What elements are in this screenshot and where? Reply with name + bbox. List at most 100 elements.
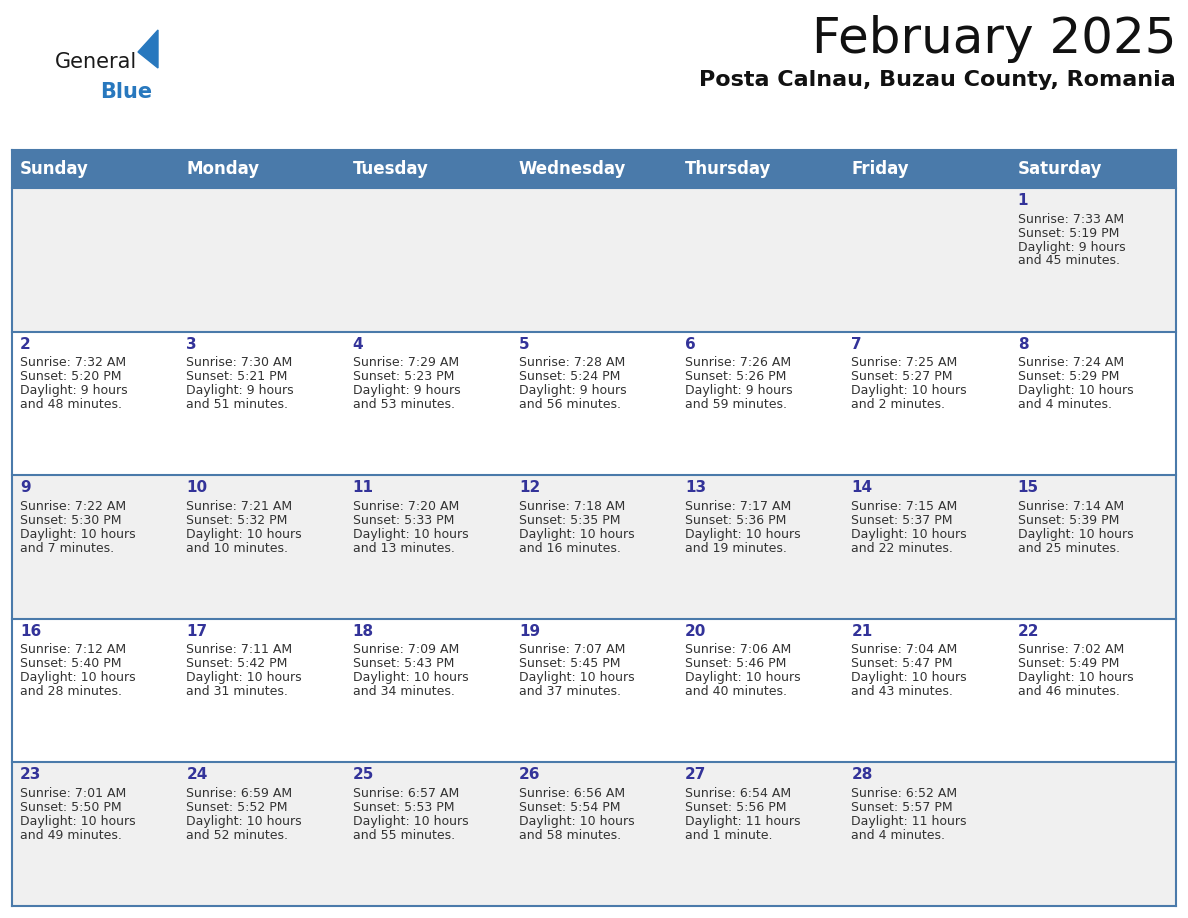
Text: Sunset: 5:26 PM: Sunset: 5:26 PM — [685, 370, 786, 383]
Text: Daylight: 10 hours: Daylight: 10 hours — [353, 671, 468, 684]
Text: and 46 minutes.: and 46 minutes. — [1018, 685, 1119, 699]
Bar — [345, 476, 511, 619]
Text: and 58 minutes.: and 58 minutes. — [519, 829, 621, 842]
Text: 3: 3 — [187, 337, 197, 352]
Text: 25: 25 — [353, 767, 374, 782]
Text: Sunrise: 7:28 AM: Sunrise: 7:28 AM — [519, 356, 625, 369]
Bar — [843, 188, 1010, 331]
Bar — [511, 150, 677, 188]
Text: Sunset: 5:36 PM: Sunset: 5:36 PM — [685, 514, 786, 527]
Text: and 10 minutes.: and 10 minutes. — [187, 542, 289, 554]
Polygon shape — [138, 30, 158, 68]
Bar — [511, 763, 677, 906]
Text: and 53 minutes.: and 53 minutes. — [353, 398, 455, 411]
Text: 4: 4 — [353, 337, 364, 352]
Text: 20: 20 — [685, 624, 707, 639]
Text: Daylight: 11 hours: Daylight: 11 hours — [685, 815, 801, 828]
Text: Sunrise: 6:52 AM: Sunrise: 6:52 AM — [852, 787, 958, 800]
Text: 13: 13 — [685, 480, 707, 495]
Text: February 2025: February 2025 — [811, 15, 1176, 63]
Text: Daylight: 10 hours: Daylight: 10 hours — [353, 815, 468, 828]
Bar — [843, 763, 1010, 906]
Text: and 52 minutes.: and 52 minutes. — [187, 829, 289, 842]
Bar — [1010, 476, 1176, 619]
Bar — [1010, 188, 1176, 331]
Text: Sunset: 5:32 PM: Sunset: 5:32 PM — [187, 514, 287, 527]
Bar — [1010, 763, 1176, 906]
Text: 11: 11 — [353, 480, 373, 495]
Text: Daylight: 10 hours: Daylight: 10 hours — [187, 528, 302, 541]
Text: and 25 minutes.: and 25 minutes. — [1018, 542, 1120, 554]
Bar — [677, 150, 843, 188]
Text: 6: 6 — [685, 337, 696, 352]
Text: and 48 minutes.: and 48 minutes. — [20, 398, 122, 411]
Text: and 37 minutes.: and 37 minutes. — [519, 685, 621, 699]
Text: 9: 9 — [20, 480, 31, 495]
Text: Daylight: 10 hours: Daylight: 10 hours — [1018, 528, 1133, 541]
Bar — [843, 150, 1010, 188]
Bar — [12, 763, 178, 906]
Text: Sunrise: 7:33 AM: Sunrise: 7:33 AM — [1018, 213, 1124, 226]
Bar — [1010, 619, 1176, 763]
Text: 19: 19 — [519, 624, 541, 639]
Text: and 16 minutes.: and 16 minutes. — [519, 542, 621, 554]
Bar — [178, 619, 345, 763]
Text: Sunrise: 7:25 AM: Sunrise: 7:25 AM — [852, 356, 958, 369]
Text: Thursday: Thursday — [685, 160, 771, 178]
Text: Sunrise: 7:06 AM: Sunrise: 7:06 AM — [685, 644, 791, 656]
Bar — [511, 476, 677, 619]
Text: 22: 22 — [1018, 624, 1040, 639]
Text: Daylight: 10 hours: Daylight: 10 hours — [353, 528, 468, 541]
Bar — [12, 476, 178, 619]
Text: 26: 26 — [519, 767, 541, 782]
Text: 28: 28 — [852, 767, 873, 782]
Bar — [345, 188, 511, 331]
Text: Posta Calnau, Buzau County, Romania: Posta Calnau, Buzau County, Romania — [700, 70, 1176, 90]
Bar — [1010, 150, 1176, 188]
Bar — [843, 331, 1010, 476]
Text: Tuesday: Tuesday — [353, 160, 429, 178]
Text: and 59 minutes.: and 59 minutes. — [685, 398, 788, 411]
Text: Sunrise: 7:29 AM: Sunrise: 7:29 AM — [353, 356, 459, 369]
Text: Daylight: 10 hours: Daylight: 10 hours — [187, 671, 302, 684]
Text: Daylight: 10 hours: Daylight: 10 hours — [187, 815, 302, 828]
Text: and 43 minutes.: and 43 minutes. — [852, 685, 953, 699]
Bar — [178, 331, 345, 476]
Text: Daylight: 10 hours: Daylight: 10 hours — [685, 671, 801, 684]
Text: 27: 27 — [685, 767, 707, 782]
Text: Daylight: 10 hours: Daylight: 10 hours — [20, 671, 135, 684]
Text: Daylight: 9 hours: Daylight: 9 hours — [187, 384, 293, 397]
Text: Daylight: 10 hours: Daylight: 10 hours — [1018, 671, 1133, 684]
Text: and 51 minutes.: and 51 minutes. — [187, 398, 289, 411]
Bar — [677, 476, 843, 619]
Text: Daylight: 9 hours: Daylight: 9 hours — [519, 384, 626, 397]
Text: Daylight: 10 hours: Daylight: 10 hours — [20, 528, 135, 541]
Text: Sunrise: 7:02 AM: Sunrise: 7:02 AM — [1018, 644, 1124, 656]
Text: Sunrise: 7:09 AM: Sunrise: 7:09 AM — [353, 644, 459, 656]
Text: Sunset: 5:21 PM: Sunset: 5:21 PM — [187, 370, 287, 383]
Text: Daylight: 9 hours: Daylight: 9 hours — [1018, 241, 1125, 253]
Text: Sunset: 5:24 PM: Sunset: 5:24 PM — [519, 370, 620, 383]
Text: and 31 minutes.: and 31 minutes. — [187, 685, 289, 699]
Text: and 7 minutes.: and 7 minutes. — [20, 542, 114, 554]
Text: and 40 minutes.: and 40 minutes. — [685, 685, 788, 699]
Text: Sunset: 5:45 PM: Sunset: 5:45 PM — [519, 657, 620, 670]
Bar — [12, 331, 178, 476]
Text: Sunrise: 6:54 AM: Sunrise: 6:54 AM — [685, 787, 791, 800]
Text: Sunrise: 7:20 AM: Sunrise: 7:20 AM — [353, 499, 459, 513]
Text: Sunrise: 7:12 AM: Sunrise: 7:12 AM — [20, 644, 126, 656]
Text: Sunset: 5:30 PM: Sunset: 5:30 PM — [20, 514, 121, 527]
Text: 18: 18 — [353, 624, 374, 639]
Text: Sunset: 5:40 PM: Sunset: 5:40 PM — [20, 657, 121, 670]
Text: Sunset: 5:43 PM: Sunset: 5:43 PM — [353, 657, 454, 670]
Text: Daylight: 10 hours: Daylight: 10 hours — [20, 815, 135, 828]
Text: and 56 minutes.: and 56 minutes. — [519, 398, 621, 411]
Text: Sunset: 5:56 PM: Sunset: 5:56 PM — [685, 800, 786, 814]
Text: Sunset: 5:19 PM: Sunset: 5:19 PM — [1018, 227, 1119, 240]
Text: 5: 5 — [519, 337, 530, 352]
Text: Sunrise: 7:01 AM: Sunrise: 7:01 AM — [20, 787, 126, 800]
Text: and 13 minutes.: and 13 minutes. — [353, 542, 455, 554]
Text: Sunset: 5:49 PM: Sunset: 5:49 PM — [1018, 657, 1119, 670]
Bar — [677, 763, 843, 906]
Bar — [677, 331, 843, 476]
